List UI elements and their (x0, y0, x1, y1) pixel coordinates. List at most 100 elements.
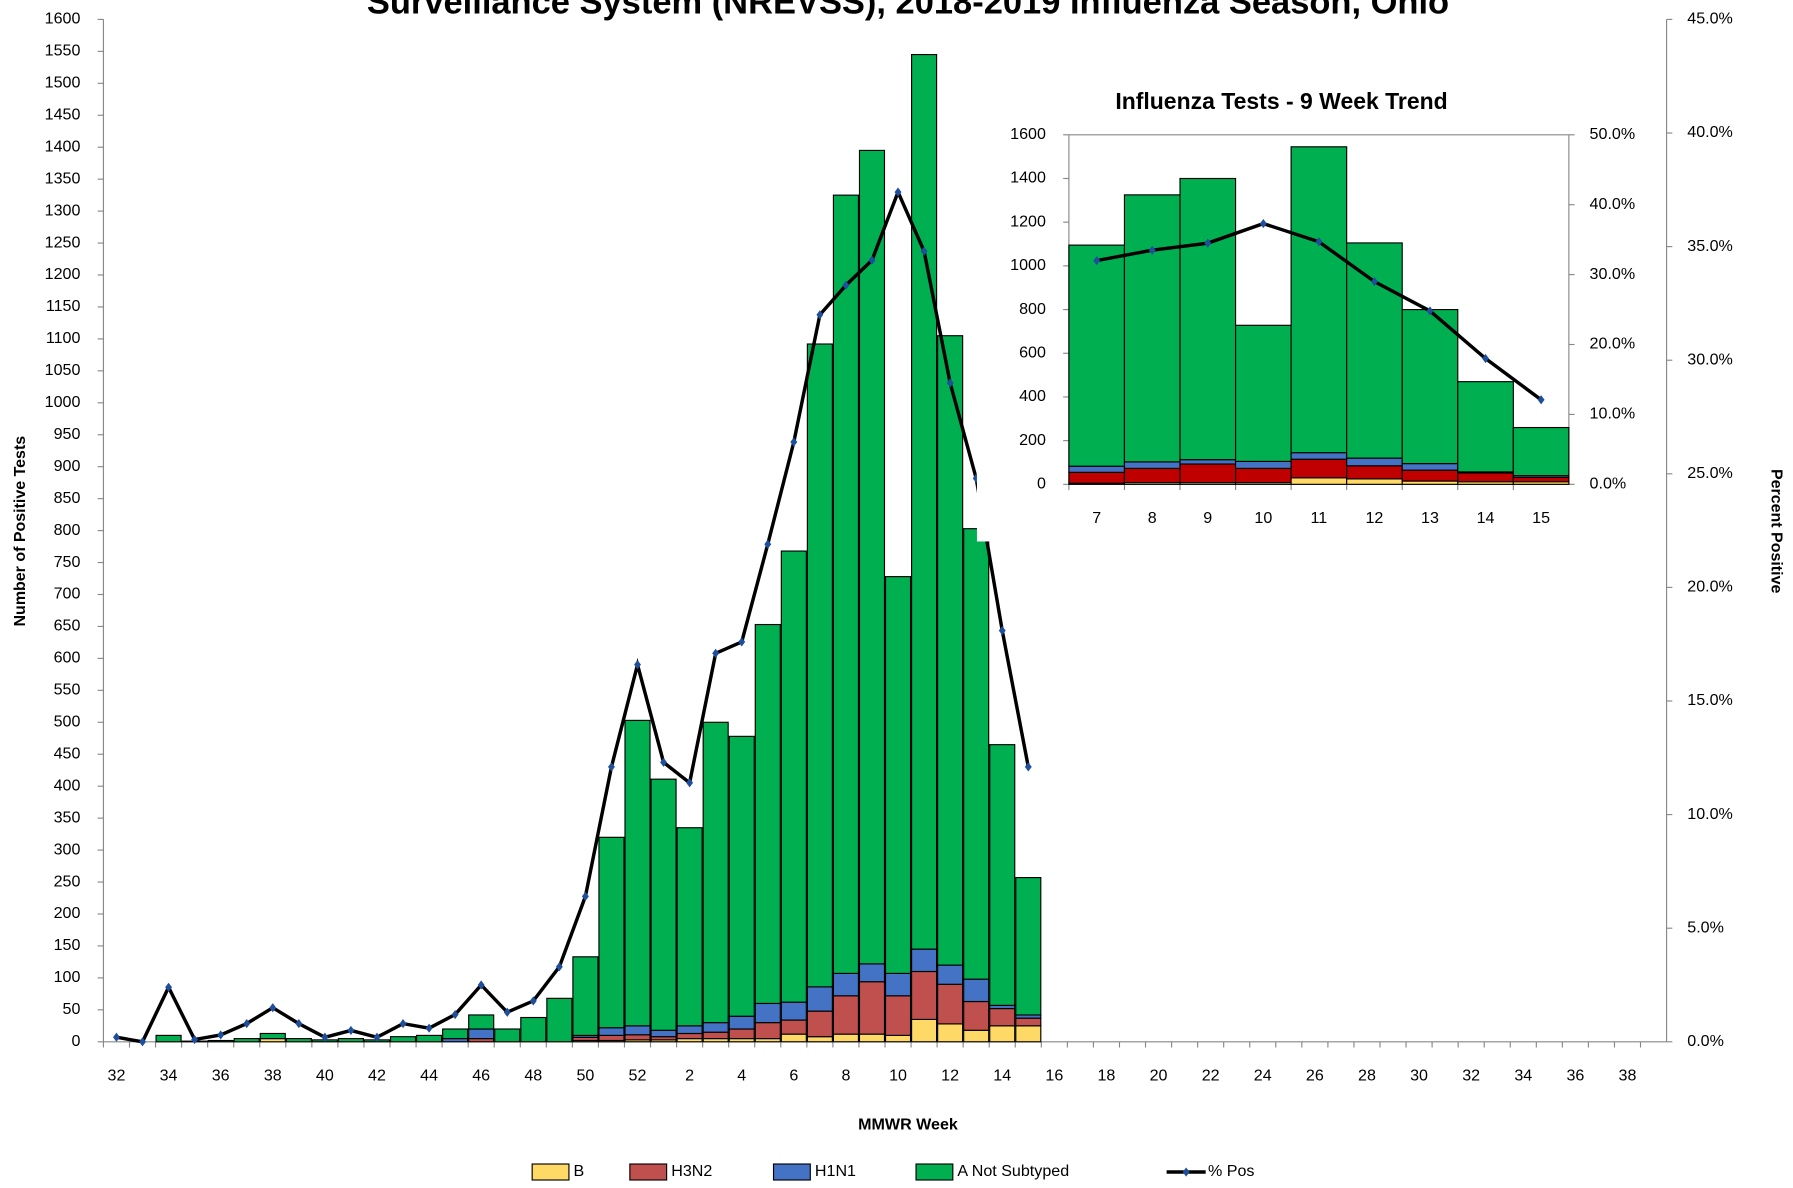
x-tick-label: 13 (1421, 509, 1439, 527)
bar-segment (858, 963, 886, 983)
line-marker (1204, 238, 1212, 248)
bar-segment (963, 978, 990, 1003)
x-tick-label: 36 (212, 1066, 230, 1084)
line-marker (1315, 237, 1323, 247)
line-marker (139, 1037, 146, 1047)
y-tick-label: 300 (54, 840, 81, 858)
bar-segment (754, 1002, 781, 1024)
line-marker (764, 539, 772, 549)
bar-segment (884, 995, 912, 1036)
x-axis-title: MMWR Week (858, 1115, 958, 1133)
bar-segment (1068, 244, 1126, 467)
y-tick-label: 50 (63, 1000, 81, 1018)
y-axis-title: Number of Positive Tests (11, 436, 29, 627)
bar-segment (598, 836, 625, 1029)
y-tick-label: 1000 (45, 393, 81, 411)
bar-segment (858, 1033, 886, 1043)
bar-segment (989, 744, 1016, 1006)
bar-segment (1401, 463, 1459, 471)
y-tick-label: 650 (54, 617, 81, 635)
bar-segment (468, 1028, 495, 1040)
y-tick-label: 1200 (45, 265, 81, 283)
y2-tick-label: 15.0% (1687, 691, 1733, 709)
legend-label: A Not Subtyped (957, 1162, 1069, 1180)
y-tick-label: 1450 (45, 106, 81, 124)
y-tick-label: 1550 (45, 42, 81, 60)
bar-segment (650, 778, 677, 1031)
line-marker (634, 660, 641, 670)
line-marker (503, 1007, 511, 1017)
line-marker (581, 891, 589, 901)
bar-segment (337, 1038, 365, 1043)
bar-segment (1015, 1017, 1042, 1027)
x-tick-label: 4 (737, 1066, 746, 1084)
bar-segment (937, 983, 964, 1025)
line-marker (425, 1023, 433, 1033)
bar-segment (676, 1025, 703, 1035)
bar-segment (728, 735, 755, 1017)
y-tick-label: 950 (54, 425, 81, 443)
x-tick-label: 30 (1410, 1066, 1428, 1084)
x-tick-label: 24 (1254, 1066, 1272, 1084)
line-marker (998, 625, 1006, 636)
bar-segment (1346, 478, 1403, 485)
x-tick-label: 12 (1365, 509, 1383, 527)
x-tick-label: 34 (160, 1066, 178, 1084)
y2-axis-title: Percent Positive (1768, 469, 1786, 593)
legend-label: % Pos (1208, 1162, 1254, 1180)
bar-segment (1179, 459, 1237, 465)
line-marker (868, 255, 876, 265)
line-marker (608, 762, 615, 772)
bar-segment (1123, 194, 1181, 463)
x-tick-label: 38 (264, 1066, 282, 1084)
legend-swatch (629, 1163, 668, 1181)
bar-segment (937, 1023, 964, 1043)
line-marker (529, 996, 537, 1006)
y-tick-label: 1150 (46, 297, 81, 315)
bar-segment (937, 964, 964, 985)
x-tick-label: 32 (1462, 1066, 1480, 1084)
x-tick-label: 32 (108, 1066, 126, 1084)
bar-segment (624, 1034, 651, 1041)
y-tick-label: 1000 (1010, 256, 1046, 274)
bar-segment (780, 1019, 807, 1035)
x-tick-label: 2 (685, 1066, 694, 1084)
y2-tick-label: 40.0% (1590, 195, 1636, 213)
y-tick-label: 900 (54, 457, 81, 475)
bar-segment (1346, 242, 1403, 459)
bar-segment (702, 721, 729, 1024)
y-tick-label: 750 (54, 553, 81, 571)
y-tick-label: 1500 (45, 74, 81, 92)
bar-segment (442, 1028, 469, 1040)
y2-tick-label: 10.0% (1590, 405, 1636, 423)
bar-segment (1290, 146, 1348, 454)
bar-segment (1346, 457, 1403, 467)
bar-segment (1512, 476, 1570, 483)
y-tick-label: 200 (54, 904, 81, 922)
bar-segment (911, 53, 938, 950)
chart-panel: Surveillance System (NREVSS), 2018-2019 … (11, 0, 1786, 1181)
bar-segment (1068, 465, 1126, 473)
bar-segment (1457, 472, 1514, 483)
y-tick-label: 550 (54, 681, 81, 699)
bar-segment (598, 1034, 625, 1042)
bar-segment (520, 1016, 547, 1043)
line-marker (738, 637, 746, 647)
bar-segment (963, 1000, 990, 1031)
bar-segment (780, 550, 807, 1003)
bar-segment (624, 1025, 651, 1036)
bar-segment (1401, 308, 1459, 465)
bar-segment (494, 1028, 521, 1043)
bar-segment (546, 997, 573, 1043)
y2-tick-label: 40.0% (1687, 123, 1733, 141)
chart-title: Influenza Tests - 9 Week Trend (1115, 88, 1447, 114)
x-tick-label: 44 (420, 1066, 438, 1084)
y2-tick-label: 30.0% (1590, 265, 1636, 283)
line-marker (686, 778, 694, 788)
y-tick-label: 1400 (45, 137, 81, 155)
line-marker (1259, 219, 1267, 229)
bar-segment (233, 1038, 260, 1043)
x-tick-label: 26 (1306, 1066, 1324, 1084)
y-tick-label: 800 (1019, 300, 1046, 318)
